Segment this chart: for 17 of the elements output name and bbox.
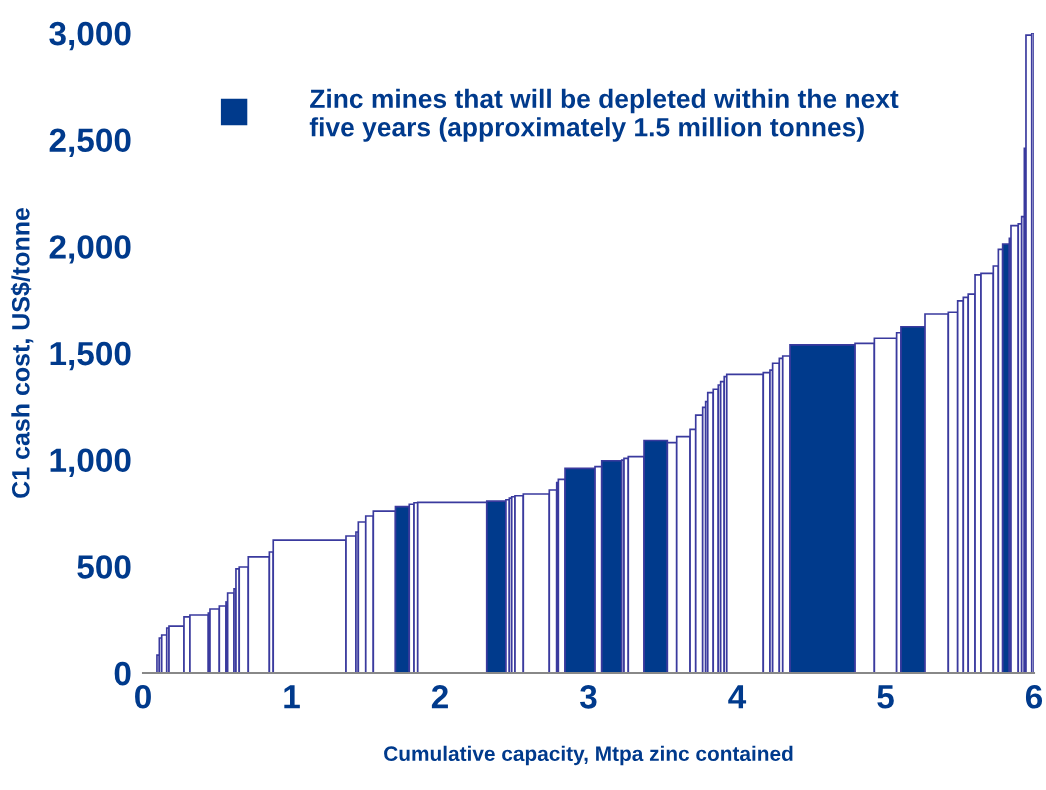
x-tick-label: 2 [431,684,448,709]
y-tick-label: 1,500 [50,341,131,371]
y-axis-title: C1 cash cost, US$/tonne [10,207,34,498]
y-tick-label: 1,000 [50,448,131,477]
x-tick-label: 4 [728,685,747,709]
y-tick-label: 3,000 [49,21,131,51]
x-tick-label: 3 [580,684,597,709]
legend-label: Zinc mines that will be depleted within the next five years (approximately 1.5 million tonnes) [309,88,899,142]
x-tick-label: 1 [284,685,300,709]
x-axis-title: Cumulative capacity, Mtpa zinc contained [384,745,793,766]
y-tick-label: 2,000 [49,235,131,264]
x-tick-label: 0 [135,684,151,709]
y-tick-label: 0 [114,661,131,686]
y-tick-label: 2,500 [49,128,131,157]
x-tick-label: 6 [1025,684,1043,709]
y-tick-label: 500 [77,555,131,579]
x-tick-label: 5 [877,685,894,709]
